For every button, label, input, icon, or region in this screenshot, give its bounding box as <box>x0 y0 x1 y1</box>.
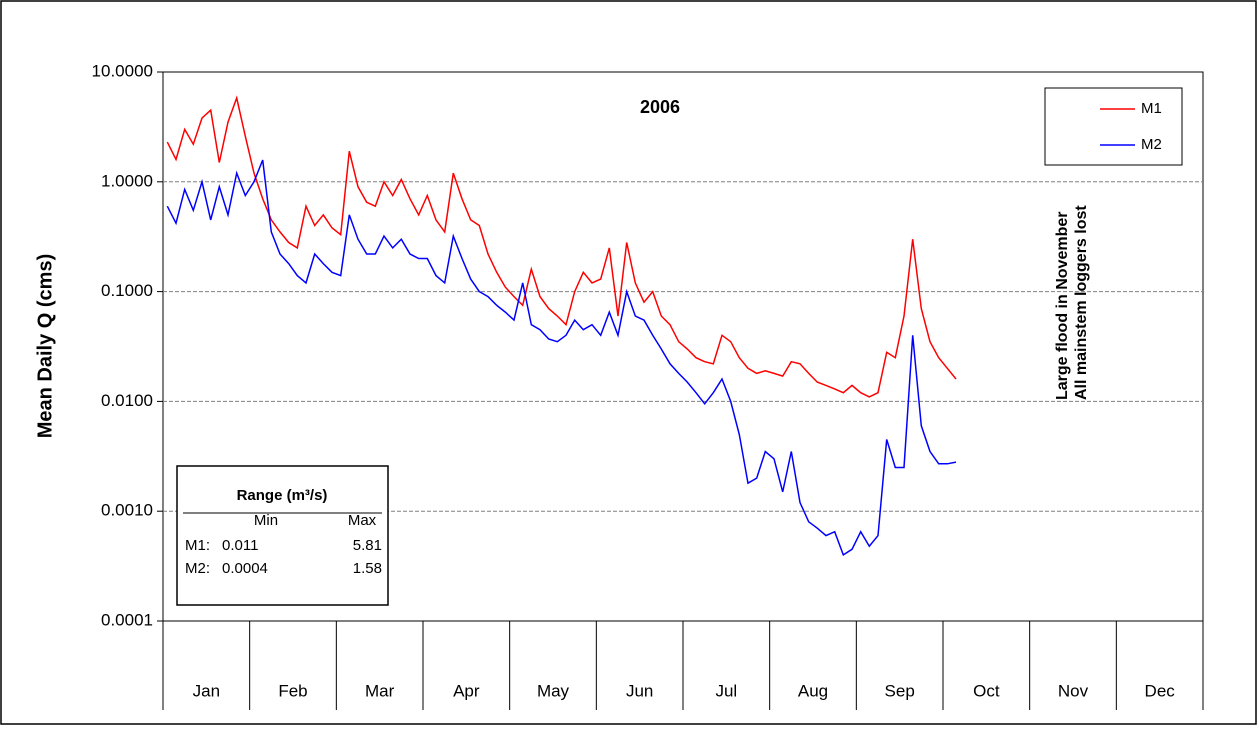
legend-box <box>1044 87 1183 166</box>
x-tick-label: Feb <box>278 681 307 700</box>
range-table-header: Min <box>254 512 278 529</box>
y-tick-label: 0.0010 <box>101 501 153 520</box>
y-tick-label: 10.0000 <box>92 61 153 80</box>
chart-title: 2006 <box>640 97 680 117</box>
data-line <box>166 159 957 557</box>
range-table-header: Max <box>348 512 377 529</box>
range-table-title: Range (m³/s) <box>237 487 328 504</box>
x-tick-label: May <box>537 681 570 700</box>
data-line <box>166 95 957 398</box>
range-table-cell: M2: <box>185 560 210 577</box>
y-tick-label: 1.0000 <box>101 171 153 190</box>
range-table-box <box>176 465 389 606</box>
range-table-cell: 0.0004 <box>222 560 268 577</box>
x-tick-label: Jan <box>193 681 220 700</box>
y-tick-label: 0.0100 <box>101 391 153 410</box>
x-tick-label: Dec <box>1145 681 1176 700</box>
range-table-cell: 0.011 <box>222 537 258 554</box>
x-tick-label: Aug <box>798 681 828 700</box>
legend-label: M2 <box>1141 136 1162 153</box>
y-tick-label: 0.1000 <box>101 281 153 300</box>
x-tick-label: Sep <box>885 681 915 700</box>
range-table-cell: M1: <box>185 537 210 554</box>
range-table-cell: 5.81 <box>353 537 382 554</box>
annotation: All mainstem loggers lost <box>1073 205 1090 400</box>
x-tick-label: Mar <box>365 681 395 700</box>
y-axis-label: Mean Daily Q (cms) <box>34 254 56 439</box>
x-tick-label: Jun <box>626 681 653 700</box>
y-tick-label: 0.0001 <box>101 610 153 629</box>
x-tick-label: Jul <box>715 681 737 700</box>
range-table-cell: 1.58 <box>353 560 382 577</box>
annotation: Large flood in November <box>1054 212 1071 400</box>
x-tick-label: Oct <box>973 681 1000 700</box>
x-tick-label: Nov <box>1058 681 1089 700</box>
legend-label: M1 <box>1141 100 1162 117</box>
x-tick-label: Apr <box>453 681 480 700</box>
